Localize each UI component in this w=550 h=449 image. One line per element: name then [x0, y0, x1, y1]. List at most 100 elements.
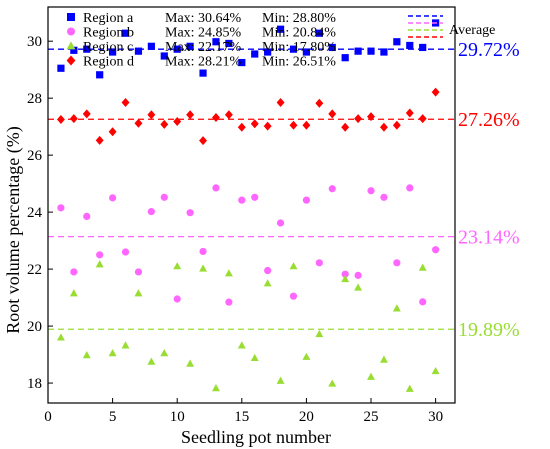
data-point	[238, 196, 246, 204]
average-lines: 29.72% 23.14% 19.89% 27.26%	[48, 39, 520, 341]
average-value-label: 29.72%	[458, 39, 520, 61]
data-point	[367, 372, 375, 380]
data-point	[95, 135, 104, 145]
data-point	[109, 194, 117, 202]
data-point	[108, 127, 117, 137]
data-point	[431, 366, 440, 375]
data-point	[82, 109, 91, 119]
legend-marker	[66, 41, 76, 50]
legend-series-name: Region a	[83, 11, 134, 26]
data-point	[276, 25, 285, 33]
data-point	[341, 270, 349, 278]
data-point	[147, 207, 155, 216]
data-point	[419, 298, 427, 306]
data-point	[57, 64, 65, 72]
y-tick-label: 28	[27, 91, 42, 107]
data-point	[264, 48, 272, 56]
data-point	[121, 97, 130, 107]
data-point	[315, 98, 324, 108]
data-point	[302, 196, 311, 204]
data-point	[121, 248, 130, 256]
x-axis-label: Seedling pot number	[181, 427, 331, 447]
data-point	[328, 379, 337, 387]
data-point	[186, 359, 195, 367]
data-point	[147, 110, 156, 120]
data-point	[224, 110, 233, 120]
data-point	[354, 47, 362, 55]
data-point	[186, 110, 195, 120]
data-point	[380, 193, 388, 201]
average-value-label: 19.89%	[458, 319, 520, 341]
data-point	[160, 349, 169, 357]
data-point	[186, 209, 194, 217]
y-tick-label: 22	[27, 262, 42, 278]
data-point	[250, 119, 259, 129]
legend-entry: Region a Max: 30.64% Min: 28.80%	[67, 11, 336, 26]
data-point	[367, 187, 375, 195]
y-tick-label: 24	[27, 205, 43, 221]
data-point	[160, 119, 169, 129]
data-point	[289, 292, 298, 300]
x-tick-label: 10	[170, 409, 185, 425]
data-point	[432, 246, 440, 254]
data-point	[147, 42, 155, 50]
legend-max: Max: 22.17%	[165, 40, 242, 55]
data-point	[289, 262, 298, 270]
data-point	[251, 50, 259, 58]
data-point	[289, 120, 298, 130]
data-point	[431, 87, 440, 97]
data-point	[341, 122, 350, 132]
y-tick-label: 20	[27, 319, 42, 335]
data-point	[82, 350, 91, 359]
data-point	[199, 69, 207, 77]
data-point	[134, 289, 143, 297]
x-tick-label: 5	[109, 409, 117, 425]
data-point	[108, 349, 117, 357]
data-point	[379, 355, 388, 363]
data-point	[393, 259, 401, 267]
data-point	[56, 333, 65, 341]
legend-marker	[67, 27, 75, 36]
data-point	[160, 52, 168, 60]
data-point	[173, 262, 182, 270]
data-point	[315, 29, 323, 37]
data-point	[121, 29, 130, 37]
data-point	[69, 289, 78, 297]
data-point	[173, 45, 181, 53]
y-tick-label: 26	[27, 148, 43, 164]
data-point	[393, 38, 401, 46]
x-tick-label: 25	[364, 409, 379, 425]
data-point	[212, 113, 220, 123]
data-point	[392, 120, 401, 130]
legend-series-name: Region b	[83, 26, 134, 41]
data-point	[121, 341, 130, 349]
data-point	[392, 304, 401, 312]
data-point	[212, 38, 220, 46]
data-point	[134, 118, 143, 128]
legend-entry: Region c Max: 22.17% Min: 17.80%	[66, 40, 336, 55]
data-point	[419, 43, 427, 52]
data-point	[186, 42, 194, 50]
legend-max: Max: 30.64%	[165, 11, 242, 26]
data-point	[367, 47, 375, 55]
data-point	[238, 58, 246, 67]
data-point	[328, 43, 336, 52]
data-point	[263, 121, 272, 131]
data-point	[212, 184, 220, 192]
data-point	[160, 193, 168, 201]
legend-min: Min: 20.84%	[262, 26, 336, 41]
data-point	[315, 259, 323, 267]
series-region-d	[56, 87, 440, 146]
data-point	[134, 268, 143, 276]
data-point	[95, 260, 104, 268]
legend-average: Average	[408, 15, 495, 38]
data-point	[57, 204, 65, 212]
legend-series-name: Region c	[83, 40, 133, 55]
data-point	[173, 117, 182, 127]
average-value-label: 27.26%	[458, 109, 520, 131]
data-point	[250, 353, 259, 362]
data-point	[224, 269, 233, 277]
series-region-c	[56, 260, 440, 392]
data-point	[406, 184, 414, 192]
x-tick-label: 20	[299, 409, 314, 425]
